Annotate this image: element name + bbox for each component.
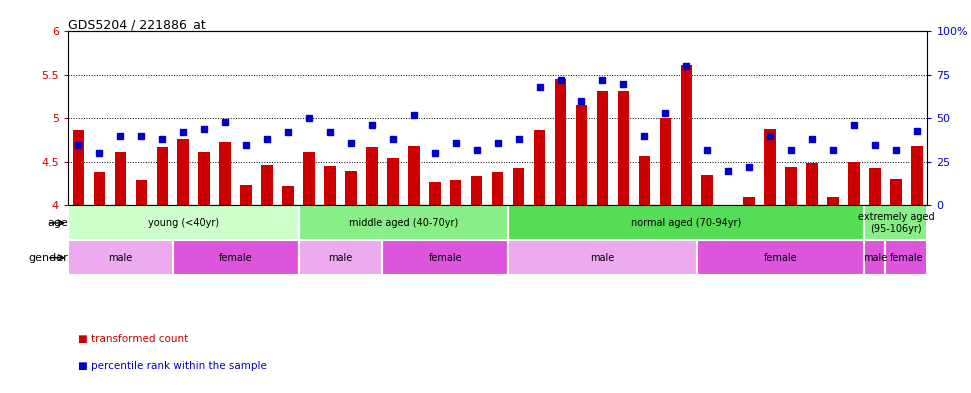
Text: male: male (590, 253, 615, 263)
Text: male: male (328, 253, 352, 263)
Bar (554, 79, 566, 206)
Bar (298, 206, 508, 240)
Text: ■ transformed count: ■ transformed count (78, 334, 188, 344)
Bar (387, 158, 399, 206)
Bar (261, 165, 273, 206)
Bar (508, 206, 864, 240)
Bar (198, 152, 210, 206)
Bar (534, 130, 546, 206)
Bar (744, 197, 754, 206)
Bar (450, 180, 461, 206)
Text: gender: gender (28, 253, 68, 263)
Bar (618, 92, 629, 206)
Text: female: female (428, 253, 462, 263)
Text: male: male (863, 253, 887, 263)
Text: middle aged (40-70yr): middle aged (40-70yr) (349, 218, 458, 228)
Text: female: female (218, 253, 252, 263)
Bar (324, 166, 336, 206)
Text: male: male (108, 253, 132, 263)
Bar (576, 105, 587, 206)
Bar (864, 206, 927, 240)
Bar (303, 152, 315, 206)
Text: female: female (764, 253, 797, 263)
Bar (513, 168, 524, 206)
Bar (659, 118, 671, 206)
Bar (869, 168, 881, 206)
Bar (786, 167, 797, 206)
Bar (366, 147, 378, 206)
Bar (68, 206, 298, 240)
Bar (681, 64, 692, 206)
Bar (864, 240, 886, 275)
Bar (219, 142, 231, 206)
Bar (722, 205, 734, 206)
Bar (241, 185, 251, 206)
Text: age: age (48, 218, 68, 228)
Bar (298, 240, 383, 275)
Bar (886, 240, 927, 275)
Bar (827, 197, 839, 206)
Text: normal aged (70-94yr): normal aged (70-94yr) (631, 218, 742, 228)
Bar (508, 240, 697, 275)
Bar (173, 240, 298, 275)
Bar (701, 175, 713, 206)
Bar (178, 140, 189, 206)
Text: ■ percentile rank within the sample: ■ percentile rank within the sample (78, 362, 267, 371)
Bar (697, 240, 864, 275)
Bar (136, 180, 147, 206)
Bar (383, 240, 508, 275)
Text: female: female (889, 253, 923, 263)
Text: extremely aged
(95-106yr): extremely aged (95-106yr) (857, 212, 934, 234)
Bar (156, 147, 168, 206)
Bar (408, 146, 419, 206)
Bar (849, 162, 859, 206)
Bar (764, 129, 776, 206)
Bar (596, 91, 608, 206)
Text: young (<40yr): young (<40yr) (148, 218, 218, 228)
Bar (429, 182, 441, 206)
Bar (911, 146, 922, 206)
Bar (115, 152, 126, 206)
Bar (806, 163, 818, 206)
Bar (68, 240, 173, 275)
Bar (890, 179, 902, 206)
Bar (471, 176, 483, 206)
Bar (93, 172, 105, 206)
Bar (639, 156, 651, 206)
Bar (345, 171, 356, 206)
Bar (283, 186, 294, 206)
Text: GDS5204 / 221886_at: GDS5204 / 221886_at (68, 18, 206, 31)
Bar (73, 130, 84, 206)
Bar (492, 172, 503, 206)
